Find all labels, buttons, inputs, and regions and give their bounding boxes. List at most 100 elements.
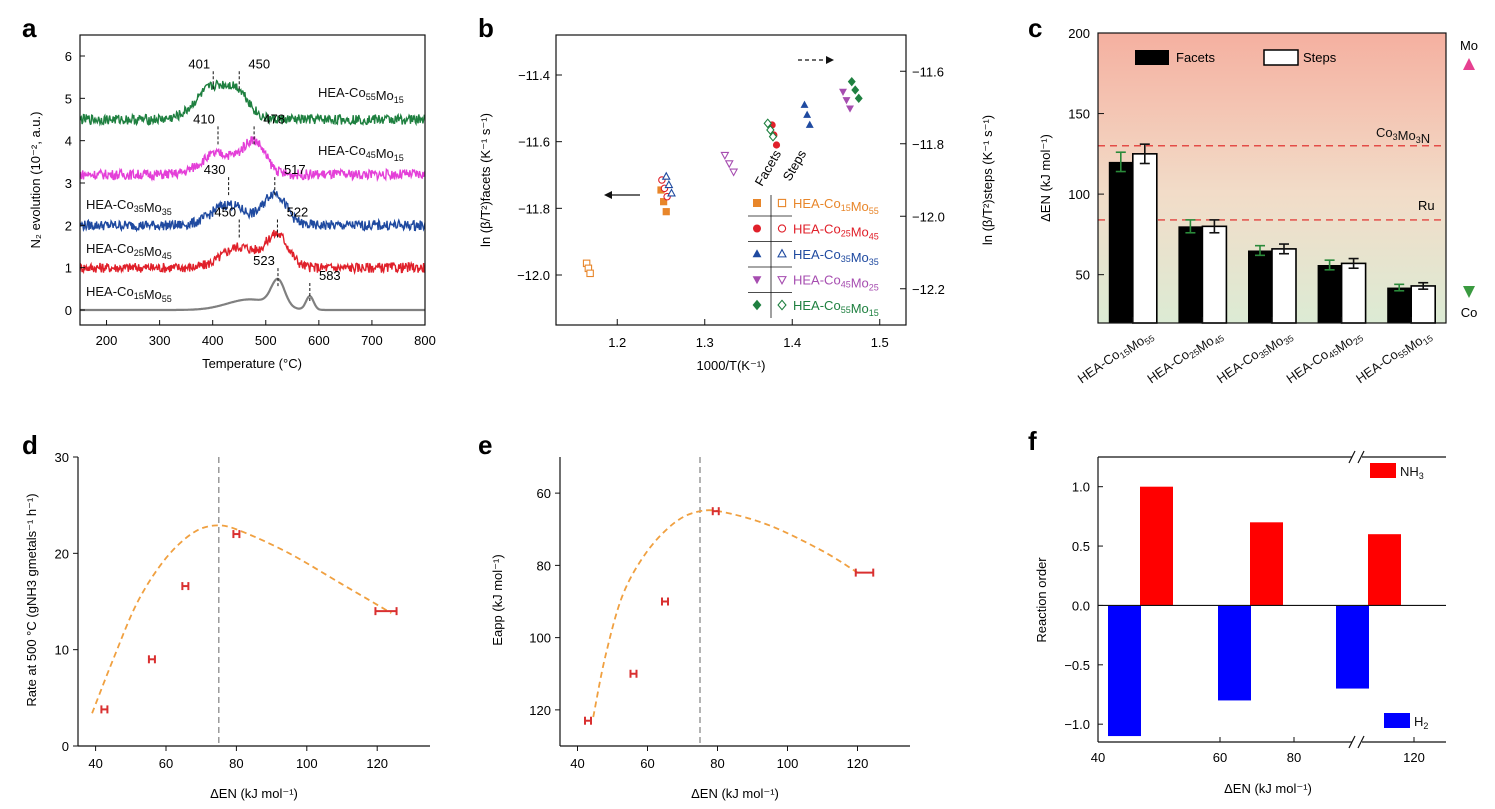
panel-b: b 1.2 1.3 1.4 1.5 −12.0 −11.8 −11.6 −11.4 −12.2 −… (478, 13, 995, 373)
y-tick-label-c: 50 (1076, 268, 1090, 283)
y-tick-label-b-right: −12.0 (912, 209, 945, 224)
x-tick-label: 40 (88, 756, 102, 771)
panel-label-f: f (1028, 426, 1037, 456)
bar-facets (1387, 287, 1412, 323)
legend-label-HEA-Co55Mo15: HEA-Co55Mo15 (793, 298, 879, 318)
category-label-c: HEA-Co55Mo15 (1353, 325, 1435, 391)
facet-point-HEA-Co35Mo35 (803, 110, 812, 118)
step-point-HEA-Co55Mo15 (768, 131, 778, 142)
x-axis-label-d: ΔEN (kJ mol⁻¹) (210, 786, 298, 801)
x-tick-label-a: 300 (149, 333, 171, 348)
facet-point-HEA-Co15Mo55 (657, 186, 665, 194)
legend-swatch-facets (1135, 50, 1169, 65)
category-label-c: HEA-Co35Mo35 (1214, 325, 1296, 391)
x-tick-label-b: 1.3 (696, 335, 714, 350)
reference-label: Co3Mo3N (1376, 125, 1430, 146)
y-tick-label-c: 150 (1068, 107, 1090, 122)
legend-marker-steps-HEA-Co15Mo55 (777, 198, 787, 208)
bar-steps (1340, 262, 1367, 324)
bar-facets (1178, 226, 1203, 323)
legend-marker-steps-HEA-Co45Mo25 (777, 276, 787, 285)
series-line-HEA-Co45Mo15 (80, 136, 425, 183)
y-tick-label-b-right: −11.8 (912, 137, 944, 152)
x-tick-label-b: 1.2 (608, 335, 626, 350)
panel-a: a 200 300 400 500 600 700 800 0 1 2 3 4 5 6 523 583 HEA… (22, 13, 436, 371)
legend-label-HEA-Co15Mo55: HEA-Co15Mo55 (793, 196, 879, 216)
category-label-c: HEA-Co25Mo45 (1144, 325, 1226, 391)
legend-marker-facets-HEA-Co35Mo35 (752, 249, 762, 258)
legend-swatch-steps (1263, 49, 1299, 66)
bar-nh3 (1250, 522, 1283, 606)
x-tick-label: 60 (159, 756, 173, 771)
bar-steps (1132, 153, 1158, 324)
x-tick-label: 100 (777, 756, 799, 771)
y-axis-label-a: N₂ evolution (10⁻², a.u.) (28, 112, 43, 249)
series-line-HEA-Co55Mo15 (80, 79, 425, 127)
panel-label-b: b (478, 13, 494, 43)
legend-col-facets: Facets (752, 147, 785, 189)
x-tick-label-b: 1.4 (783, 335, 801, 350)
series-line-HEA-Co35Mo35 (80, 188, 425, 233)
series-label-a: HEA-Co25Mo45 (86, 241, 172, 261)
x-tick-label-f: 80 (1287, 750, 1301, 765)
facet-point-HEA-Co45Mo25 (839, 88, 847, 96)
x-tick-label: 40 (570, 756, 584, 771)
step-point-HEA-Co35Mo35 (667, 188, 676, 197)
panel-label-e: e (478, 430, 492, 460)
x-tick-label: 60 (640, 756, 654, 771)
legend-marker-steps-HEA-Co55Mo15 (777, 299, 787, 311)
y-tick-label-c: 100 (1068, 187, 1090, 202)
legend-label-HEA-Co35Mo35: HEA-Co35Mo35 (793, 247, 879, 267)
step-point-HEA-Co35Mo35 (661, 171, 671, 180)
series-label-a: HEA-Co35Mo35 (86, 197, 172, 217)
y-tick-label-a: 6 (65, 49, 72, 64)
peak-label-a: 430 (204, 162, 226, 177)
x-tick-label-a: 200 (96, 333, 118, 348)
x-tick-label: 100 (296, 756, 318, 771)
arrow-head-up-icon (1463, 58, 1475, 70)
peak-label-a: 450 (214, 204, 236, 219)
category-label-c: HEA-Co45Mo25 (1284, 325, 1366, 391)
step-point-HEA-Co45Mo25 (729, 168, 739, 177)
step-point-HEA-Co35Mo35 (664, 180, 674, 189)
y-tick-label-b-left: −12.0 (517, 268, 550, 283)
y-axis-label-c: ΔEN (kJ mol⁻¹) (1038, 134, 1053, 222)
y-tick-label-a: 5 (65, 91, 72, 106)
x-tick-label: 120 (847, 756, 869, 771)
panel-f: f −1.0 −0.5 0.0 0.5 1.0 40 60 80 120 NH3 H2 ΔEN (… (1028, 426, 1446, 796)
y-tick-label-f: 0.0 (1072, 598, 1090, 613)
fit-curve (91, 524, 392, 714)
x-tick-label: 120 (366, 756, 388, 771)
peak-label-a: 478 (263, 111, 285, 126)
facet-point-HEA-Co45Mo25 (842, 97, 851, 105)
bar-h2 (1336, 605, 1369, 689)
y-axis-label-f: Reaction order (1034, 557, 1049, 643)
legend-marker-facets-HEA-Co15Mo55 (753, 199, 761, 207)
y-tick-label: 30 (55, 450, 69, 465)
legend-marker-steps-HEA-Co35Mo35 (777, 248, 787, 258)
y-tick-label-b-right: −12.2 (912, 282, 945, 297)
legend-marker-facets-HEA-Co45Mo25 (752, 276, 762, 285)
x-axis-label-f: ΔEN (kJ mol⁻¹) (1224, 781, 1312, 796)
x-tick-label-a: 600 (308, 333, 330, 348)
series-label-a: HEA-Co15Mo55 (86, 284, 172, 304)
y-tick-label: 10 (55, 643, 69, 658)
bar-nh3 (1368, 534, 1401, 606)
x-tick-label-a: 500 (255, 333, 277, 348)
bar-facets (1108, 161, 1133, 323)
peak-label-a: 517 (284, 162, 306, 177)
facet-point-HEA-Co25Mo45 (772, 141, 781, 149)
y-tick-label-b-right: −11.6 (912, 64, 944, 79)
y-tick-label-b-left: −11.6 (518, 135, 550, 150)
bar-nh3 (1140, 486, 1173, 606)
bar-steps (1271, 248, 1297, 324)
left-arrow-head (604, 191, 612, 199)
y-axis-label-b-right: ln (β/T²)steps (K⁻¹ s⁻¹) (980, 115, 995, 245)
facet-point-HEA-Co35Mo35 (805, 120, 814, 128)
panel-label-c: c (1028, 13, 1042, 43)
legend-marker-facets-HEA-Co55Mo15 (752, 299, 762, 311)
x-tick-label-f: 60 (1213, 750, 1227, 765)
step-point-HEA-Co45Mo25 (724, 160, 734, 169)
